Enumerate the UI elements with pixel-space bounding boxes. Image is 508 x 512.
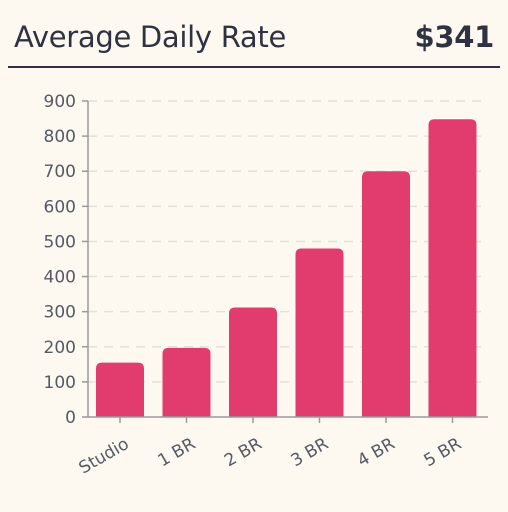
kpi-value: $341 [414,20,494,54]
y-tick-label: 400 [44,268,76,288]
y-tick-label: 700 [44,162,76,182]
y-tick-label: 800 [44,127,76,147]
x-category-label: Studio [76,434,133,478]
gridlines [88,100,488,383]
y-tick-label: 500 [44,232,76,252]
bar-studio [96,362,144,417]
chart-header: Average Daily Rate $341 [8,0,500,68]
y-tick-label: 0 [65,408,76,428]
y-axis-ticks: 0 100 200 300 400 500 600 700 800 900 [44,92,88,428]
bar-5-br [428,119,477,417]
bar-1-br [162,347,211,417]
y-tick-label: 600 [44,197,76,217]
x-category-label: 4 BR [354,434,399,471]
x-category-label: 2 BR [221,434,266,471]
bar-3-br [295,248,344,417]
bars [96,119,477,417]
x-category-label: 1 BR [155,434,200,471]
bar-4-br [362,171,410,417]
bar-2-br [229,307,277,417]
y-tick-label: 200 [44,338,76,358]
y-tick-label: 100 [44,373,76,393]
chart-title: Average Daily Rate [14,20,286,54]
x-axis-labels: Studio 1 BR 2 BR 3 BR 4 BR 5 BR [76,434,466,478]
x-category-label: 3 BR [288,434,333,471]
y-tick-label: 900 [44,92,76,112]
axes [87,101,488,423]
y-tick-label: 300 [44,303,76,323]
x-category-label: 5 BR [421,434,466,471]
